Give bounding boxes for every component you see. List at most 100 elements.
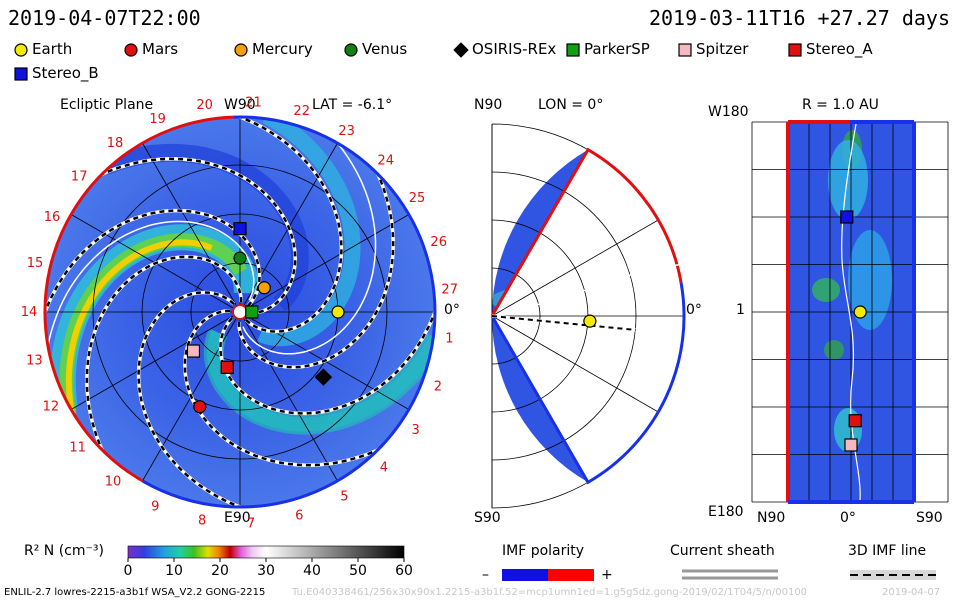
carrington-tick: 18	[107, 136, 124, 151]
legend-item-osiris-rex: OSIRIS-REx	[452, 40, 556, 58]
circle-marker-icon	[344, 42, 358, 57]
imf-3d-title: 3D IMF line	[848, 543, 927, 559]
imf-polarity-title: IMF polarity	[502, 543, 585, 559]
imf-positive-bar	[548, 569, 594, 581]
colorbar-tick-label: 60	[395, 563, 413, 579]
run-info: 2019-03-11T16 +27.27 days	[648, 6, 950, 30]
legend-label: Earth	[32, 40, 73, 58]
carrington-tick: 3	[411, 423, 419, 438]
meridional-right-label: 0°	[686, 302, 702, 318]
colorbar-tick-label: 50	[349, 563, 367, 579]
colorbar-tick-label: 40	[303, 563, 321, 579]
legend-item-stereo-b: Stereo_B	[12, 64, 99, 82]
colorbar-tick-label: 10	[165, 563, 183, 579]
ecliptic-title: Ecliptic Plane	[60, 97, 154, 113]
legend-marker	[453, 41, 469, 58]
legend-marker	[124, 42, 138, 57]
carrington-tick: 22	[293, 104, 310, 119]
carrington-tick: 11	[69, 441, 86, 456]
radial-body-spitzer	[844, 438, 858, 452]
carrington-tick: 13	[26, 354, 43, 369]
legend-marker	[566, 42, 580, 57]
legend-item-venus: Venus	[342, 40, 407, 58]
legend-label: Stereo_B	[32, 64, 99, 82]
radial-x-mid: 0°	[840, 510, 856, 526]
ecliptic-rim-positive	[141, 115, 437, 509]
sun-marker	[232, 304, 248, 320]
meridional-body-earth	[583, 314, 597, 328]
legend-label: Mercury	[252, 40, 313, 58]
colorbar-tick-label: 20	[211, 563, 229, 579]
ecliptic-top-label: W90	[224, 97, 256, 113]
carrington-tick: 26	[430, 235, 447, 250]
carrington-tick: 1	[445, 332, 453, 347]
colorbar-label: R² N (cm⁻³)	[24, 543, 104, 559]
carrington-tick: 16	[44, 210, 61, 225]
carrington-tick: 23	[338, 124, 355, 139]
carrington-tick: 5	[340, 489, 348, 504]
current-sheath-title: Current sheath	[670, 543, 775, 559]
meridional-rim-positive	[490, 282, 686, 485]
radial-bottom-left: E180	[708, 504, 744, 520]
circle-marker-icon	[14, 42, 28, 57]
body-mercury	[257, 281, 271, 295]
model-footer: ENLIL-2.7 lowres-2215-a3b1f WSA_V2.2 GON…	[4, 587, 266, 598]
legend-item-stereo-a: Stereo_A	[786, 40, 873, 58]
carrington-tick: 7	[247, 517, 255, 532]
square-marker-icon	[566, 42, 580, 57]
radial-x-right: S90	[916, 510, 943, 526]
colorbar	[127, 545, 405, 559]
run-footer: Tu.E040338461/256x30x90x1.2215-a3b1f.52=…	[292, 587, 808, 598]
circle-marker-icon	[124, 42, 138, 57]
ecliptic-rim-negative	[43, 115, 234, 486]
meridional-rim-negative	[490, 147, 683, 317]
body-earth	[331, 305, 345, 319]
diamond-marker-icon	[453, 41, 469, 58]
carrington-tick: 24	[377, 153, 394, 168]
legend-item-parkersp: ParkerSP	[564, 40, 650, 58]
body-osiris-rex	[314, 368, 333, 386]
carrington-tick: 19	[149, 112, 166, 127]
radial-mid-left: 1	[736, 302, 745, 318]
square-marker-icon	[14, 66, 28, 81]
imf-negative-bar	[502, 569, 548, 581]
legend-marker	[234, 42, 248, 57]
radial-body-earth	[853, 305, 867, 319]
stamp-footer: 2019-04-07	[882, 587, 941, 598]
legend-label: Mars	[142, 40, 179, 58]
legend-label: ParkerSP	[584, 40, 650, 58]
radial-body-stereo-a	[848, 414, 862, 428]
square-marker-icon	[678, 42, 692, 57]
carrington-tick: 10	[105, 475, 122, 490]
body-mars	[193, 400, 207, 414]
radial-top-left: W180	[708, 104, 749, 120]
ecliptic-bottom-label: E90	[224, 510, 251, 526]
carrington-tick: 27	[441, 283, 458, 298]
square-marker-icon	[788, 42, 802, 57]
legend-item-earth: Earth	[12, 40, 72, 58]
legend-item-mars: Mars	[122, 40, 178, 58]
carrington-tick: 2	[434, 379, 442, 394]
circle-marker-icon	[234, 42, 248, 57]
colorbar-tick-label: 0	[123, 563, 133, 579]
legend-marker	[344, 42, 358, 57]
imf-plus: +	[601, 567, 613, 583]
legend-label: Venus	[362, 40, 408, 58]
carrington-tick: 4	[380, 460, 388, 475]
body-venus	[233, 251, 247, 265]
carrington-tick: 14	[21, 305, 38, 320]
legend-label: OSIRIS-REx	[472, 40, 557, 58]
meridional-title: LON = 0°	[538, 97, 604, 113]
body-spitzer	[186, 344, 201, 358]
current-time: 2019-04-07T22:00	[8, 6, 201, 30]
legend-marker	[788, 42, 802, 57]
imf-minus: –	[482, 567, 489, 583]
carrington-tick: 12	[43, 400, 60, 415]
legend-item-spitzer: Spitzer	[676, 40, 748, 58]
carrington-tick: 20	[196, 98, 213, 113]
legend-label: Stereo_A	[806, 40, 873, 58]
legend-label: Spitzer	[696, 40, 749, 58]
carrington-tick: 17	[71, 169, 88, 184]
radial-title: R = 1.0 AU	[802, 97, 879, 113]
